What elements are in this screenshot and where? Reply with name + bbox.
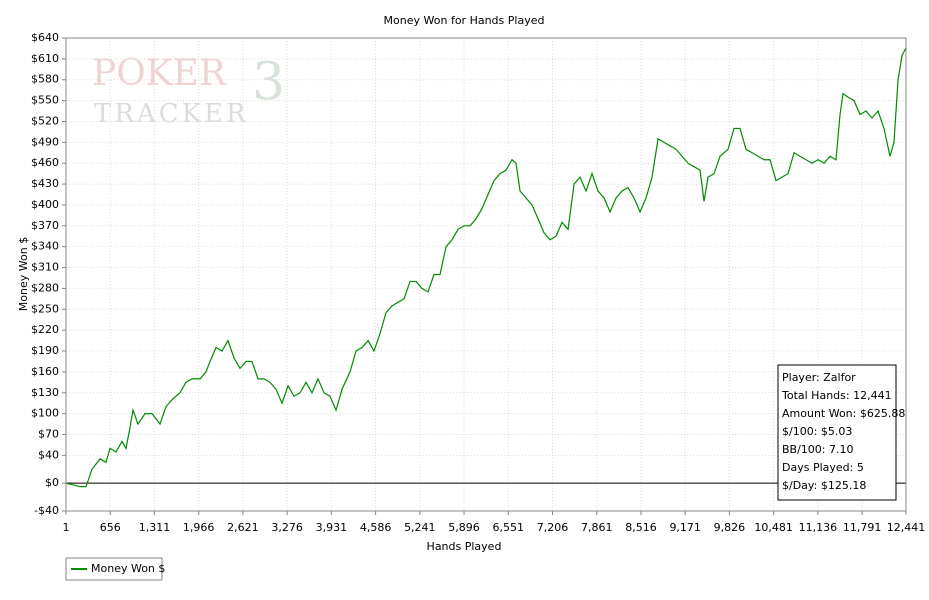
y-tick-label: $190 — [31, 344, 59, 357]
info-line: $/100: $5.03 — [782, 425, 852, 438]
info-line: $/Day: $125.18 — [782, 479, 866, 492]
y-tick-label: $430 — [31, 177, 59, 190]
watermark-text: 3 — [252, 53, 285, 113]
x-tick-label: 12,441 — [887, 521, 926, 534]
watermark: POKER 3 TRACKER — [92, 53, 285, 130]
y-tick-label: $100 — [31, 407, 59, 420]
y-tick-label: $490 — [31, 135, 59, 148]
y-tick-label: $40 — [38, 448, 59, 461]
y-axis-label: Money Won $ — [17, 237, 30, 311]
info-line: Player: Zalfor — [782, 371, 856, 384]
x-tick-label: 656 — [100, 521, 121, 534]
y-tick-label: $220 — [31, 323, 59, 336]
info-line: Days Played: 5 — [782, 461, 864, 474]
y-tick-label: $580 — [31, 73, 59, 86]
y-tick-label: $610 — [31, 52, 59, 65]
y-tick-label: -$40 — [34, 504, 59, 517]
x-tick-label: 10,481 — [754, 521, 793, 534]
y-tick-label: $160 — [31, 365, 59, 378]
data-line — [65, 47, 907, 488]
info-frame — [777, 364, 897, 501]
legend-label: Money Won $ — [91, 562, 165, 575]
y-tick-label: $280 — [31, 281, 59, 294]
info-line: BB/100: 7.10 — [782, 443, 854, 456]
x-tick-label: 1,311 — [139, 521, 171, 534]
x-tick-label: 5,896 — [448, 521, 480, 534]
x-tick-label: 7,861 — [581, 521, 613, 534]
plot-frame — [65, 37, 907, 512]
x-tick-label: 8,516 — [625, 521, 657, 534]
y-tick-label: $130 — [31, 386, 59, 399]
x-tick-label: 3,931 — [316, 521, 348, 534]
x-tick-label: 1,966 — [183, 521, 215, 534]
y-tick-label: $550 — [31, 94, 59, 107]
y-tick-label: $250 — [31, 302, 59, 315]
y-tick-label: $640 — [31, 31, 59, 44]
watermark-text: POKER — [92, 53, 227, 94]
x-tick-label: 11,791 — [843, 521, 882, 534]
x-tick-label: 1 — [63, 521, 70, 534]
x-axis-label: Hands Played — [427, 540, 502, 553]
y-tick-label: $340 — [31, 240, 59, 253]
info-line: Total Hands: 12,441 — [781, 389, 892, 402]
legend[interactable]: Money Won $ — [65, 557, 165, 581]
info-line: Amount Won: $625.88 — [782, 407, 905, 420]
chart-title: Money Won for Hands Played — [384, 14, 545, 27]
x-tick-label: 3,276 — [271, 521, 303, 534]
y-tick-label: $460 — [31, 156, 59, 169]
legend-frame — [65, 557, 163, 581]
x-tick-label: 11,136 — [799, 521, 838, 534]
y-tick-label: $520 — [31, 114, 59, 127]
x-tick-label: 5,241 — [404, 521, 436, 534]
x-tick-label: 4,586 — [360, 521, 392, 534]
x-tick-label: 2,621 — [227, 521, 259, 534]
x-tick-label: 9,171 — [669, 521, 701, 534]
x-tick-label: 6,551 — [493, 521, 525, 534]
y-tick-label: $0 — [45, 476, 59, 489]
watermark-text: TRACKER — [94, 99, 249, 129]
y-tick-label: $70 — [38, 427, 59, 440]
y-tick-label: $310 — [31, 261, 59, 274]
x-tick-label: 9,826 — [714, 521, 746, 534]
info-box: Player: Zalfor Total Hands: 12,441 Amount … — [777, 364, 905, 501]
y-tick-label: $370 — [31, 219, 59, 232]
y-tick-label: $400 — [31, 198, 59, 211]
x-tick-label: 7,206 — [537, 521, 569, 534]
